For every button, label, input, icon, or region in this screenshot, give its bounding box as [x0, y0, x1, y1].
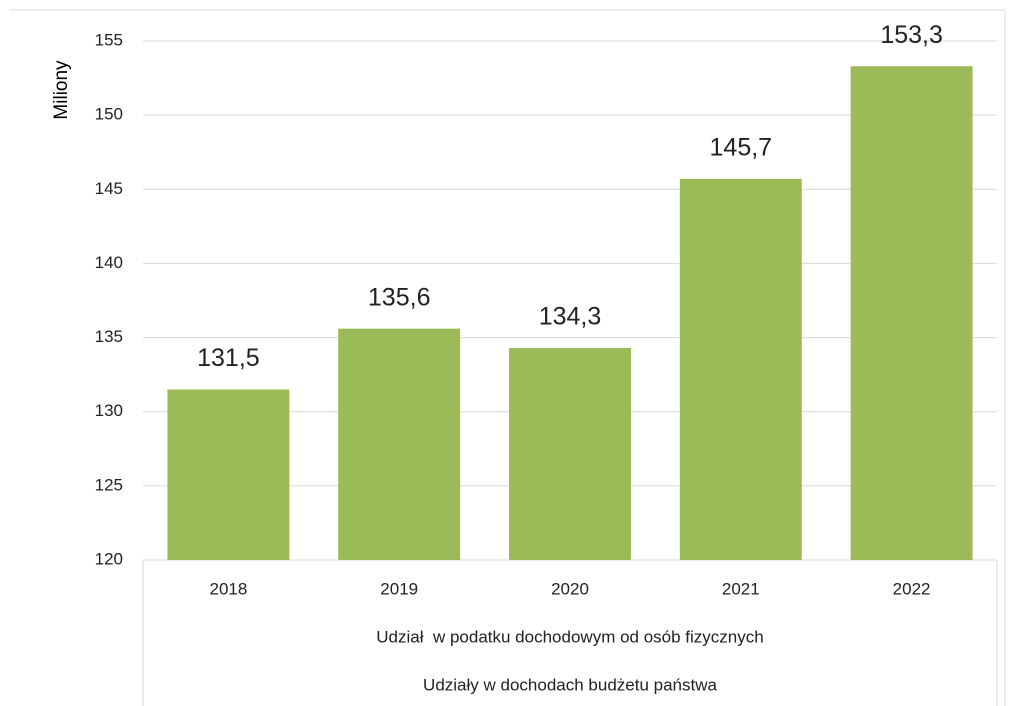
category-group-label: Udział w podatku dochodowym od osób fizy… [376, 627, 763, 646]
bar [338, 328, 461, 560]
data-label: 145,7 [710, 134, 773, 162]
data-label: 134,3 [539, 303, 602, 331]
data-label: 131,5 [197, 344, 260, 372]
data-label: 153,3 [880, 21, 943, 49]
y-tick-label: 120 [95, 549, 123, 568]
y-tick-label: 130 [95, 401, 123, 420]
data-label: 135,6 [368, 283, 431, 311]
bar [509, 347, 631, 560]
x-tick-label: 2022 [893, 579, 931, 598]
y-tick-label: 155 [95, 30, 123, 49]
chart-border [10, 9, 1006, 706]
y-tick-label: 125 [95, 475, 123, 494]
bar [850, 66, 973, 561]
category-group-label: Udziały w dochodach budżetu państwa [423, 675, 717, 694]
y-tick-label: 140 [95, 253, 123, 272]
x-tick-label: 2021 [722, 579, 760, 598]
x-tick-label: 2020 [551, 579, 589, 598]
y-tick-label: 145 [95, 179, 123, 198]
bar [167, 389, 290, 560]
y-axis-title: Miliony [51, 60, 72, 120]
y-tick-label: 135 [95, 327, 123, 346]
x-tick-label: 2019 [380, 579, 418, 598]
y-tick-label: 150 [95, 105, 123, 124]
x-tick-label: 2018 [209, 579, 247, 598]
bar [679, 178, 802, 561]
